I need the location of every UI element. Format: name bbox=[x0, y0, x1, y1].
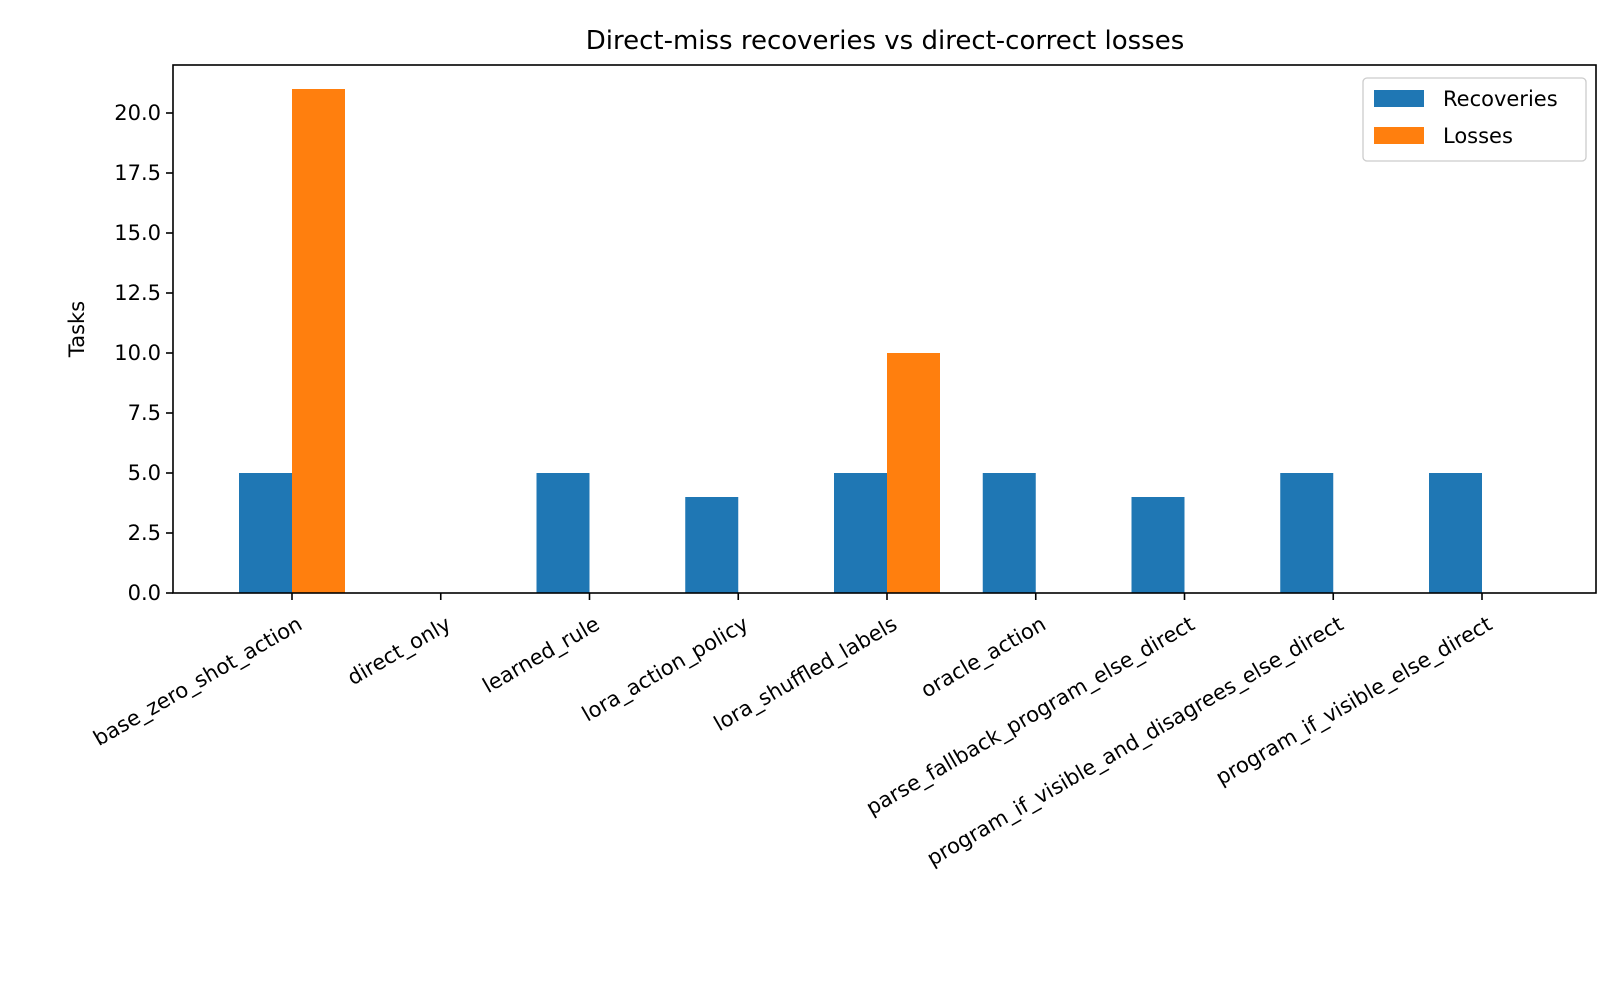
y-tick-label: 12.5 bbox=[114, 281, 161, 305]
x-tick-label: base_zero_shot_action bbox=[89, 612, 306, 752]
x-tick-label: oracle_action bbox=[917, 612, 1051, 704]
bar-recoveries-lora_shuffled_labels bbox=[834, 473, 887, 593]
legend-label-recoveries: Recoveries bbox=[1443, 87, 1558, 111]
bar-recoveries-program_if_visible_else_direct bbox=[1429, 473, 1482, 593]
bar-recoveries-parse_fallback_program_else_direct bbox=[1131, 497, 1185, 593]
y-tick-label: 7.5 bbox=[128, 401, 161, 425]
x-tick-label: direct_only bbox=[343, 612, 455, 691]
x-tick-label: learned_rule bbox=[478, 612, 604, 699]
y-tick-label: 20.0 bbox=[114, 101, 161, 125]
bar-recoveries-base_zero_shot_action bbox=[239, 473, 292, 593]
bar-recoveries-oracle_action bbox=[982, 473, 1036, 593]
plot-frame bbox=[172, 64, 1597, 594]
bar-losses-lora_shuffled_labels bbox=[887, 353, 940, 593]
bar-losses-base_zero_shot_action bbox=[292, 89, 345, 593]
y-axis-title: Tasks bbox=[65, 301, 89, 358]
legend-label-losses: Losses bbox=[1443, 124, 1513, 148]
y-tick-label: 2.5 bbox=[128, 521, 161, 545]
chart-title: Direct-miss recoveries vs direct-correct… bbox=[586, 26, 1185, 56]
bar-recoveries-program_if_visible_and_disagrees_else_direct bbox=[1280, 473, 1334, 593]
bars-group bbox=[239, 89, 1482, 593]
y-tick-label: 15.0 bbox=[114, 221, 161, 245]
x-tick-label: program_if_visible_else_direct bbox=[1212, 612, 1497, 791]
y-tick-label: 17.5 bbox=[114, 161, 161, 185]
bar-recoveries-lora_action_policy bbox=[685, 497, 739, 593]
legend-swatch-recoveries bbox=[1374, 90, 1424, 107]
y-tick-label: 10.0 bbox=[114, 341, 161, 365]
y-axis: 0.0 2.5 5.0 7.5 10.0 12.5 15.0 17.5 20.0 bbox=[114, 101, 173, 605]
y-tick-label: 0.0 bbox=[128, 581, 161, 605]
legend: Recoveries Losses bbox=[1362, 77, 1587, 162]
legend-swatch-losses bbox=[1374, 127, 1424, 144]
x-axis: base_zero_shot_action direct_only learned_… bbox=[89, 593, 1497, 872]
y-tick-label: 5.0 bbox=[128, 461, 161, 485]
bar-recoveries-learned_rule bbox=[536, 473, 590, 593]
